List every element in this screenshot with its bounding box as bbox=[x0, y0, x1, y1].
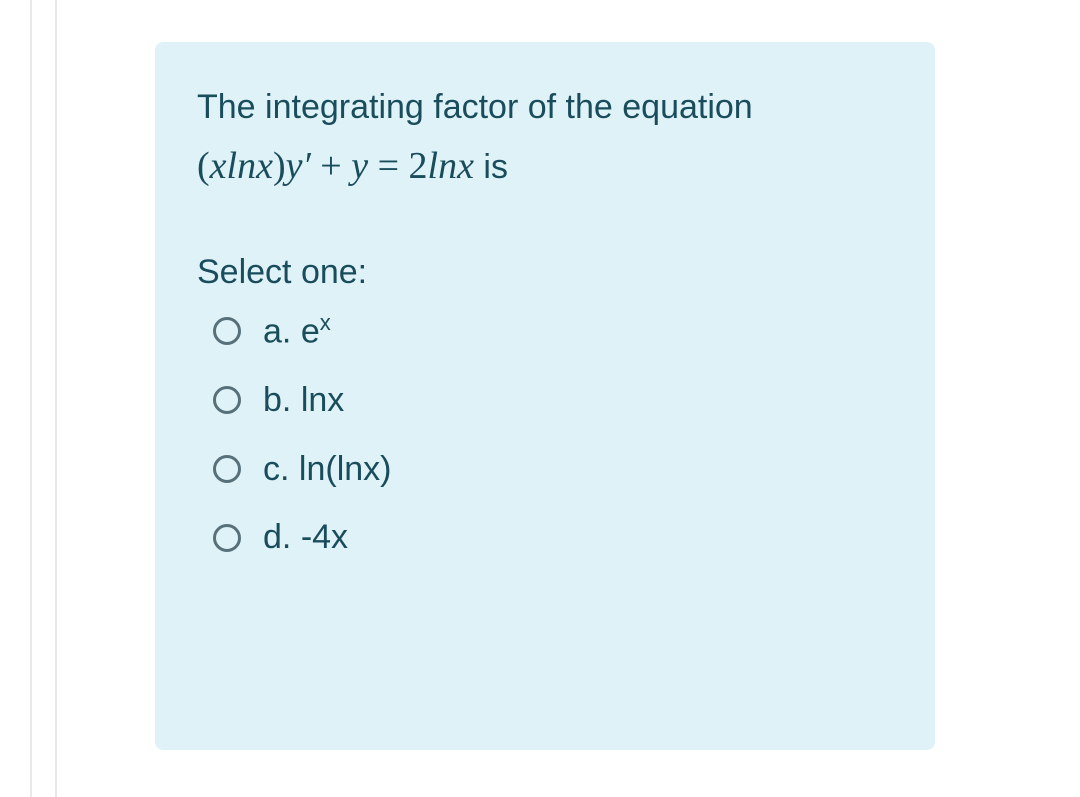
eq-yprime: y′ bbox=[286, 145, 311, 187]
eq-xlnx: xlnx bbox=[210, 145, 273, 187]
option-b[interactable]: b. lnx bbox=[213, 380, 893, 421]
question-equation: (xlnx)y′ + y = 2lnx is bbox=[197, 138, 893, 195]
eq-rhs-2: 2 bbox=[409, 145, 428, 187]
option-d[interactable]: d. -4x bbox=[213, 517, 893, 558]
eq-y: y bbox=[351, 145, 368, 187]
option-b-text: lnx bbox=[301, 381, 344, 419]
option-a[interactable]: a. ex bbox=[213, 310, 893, 352]
option-a-label: a. ex bbox=[263, 310, 331, 352]
question-card: The integrating factor of the equation (… bbox=[155, 42, 935, 750]
option-d-letter: d. bbox=[263, 518, 291, 556]
option-d-text: -4x bbox=[301, 518, 348, 556]
option-c-letter: c. bbox=[263, 450, 289, 488]
option-a-text: e bbox=[301, 312, 320, 350]
option-b-letter: b. bbox=[263, 381, 291, 419]
eq-rhs-lnx: lnx bbox=[428, 145, 474, 187]
eq-open-paren: ( bbox=[197, 145, 210, 187]
option-c-label: c. ln(lnx) bbox=[263, 449, 391, 490]
eq-equals: = bbox=[368, 145, 408, 187]
option-b-label: b. lnx bbox=[263, 380, 344, 421]
option-a-letter: a. bbox=[263, 312, 291, 350]
option-d-label: d. -4x bbox=[263, 517, 348, 558]
option-c[interactable]: c. ln(lnx) bbox=[213, 449, 893, 490]
radio-c[interactable] bbox=[213, 455, 241, 483]
eq-plus: + bbox=[311, 145, 351, 187]
radio-b[interactable] bbox=[213, 386, 241, 414]
options-list: a. ex b. lnx c. ln(lnx) d. -4x bbox=[197, 310, 893, 559]
radio-a[interactable] bbox=[213, 317, 241, 345]
option-c-text: ln(lnx) bbox=[299, 450, 392, 488]
eq-close-paren: ) bbox=[273, 145, 286, 187]
option-a-sup: x bbox=[320, 310, 331, 335]
radio-d[interactable] bbox=[213, 524, 241, 552]
question-intro: The integrating factor of the equation bbox=[197, 84, 893, 132]
eq-tail-is: is bbox=[474, 148, 508, 186]
select-one-label: Select one: bbox=[197, 253, 893, 292]
